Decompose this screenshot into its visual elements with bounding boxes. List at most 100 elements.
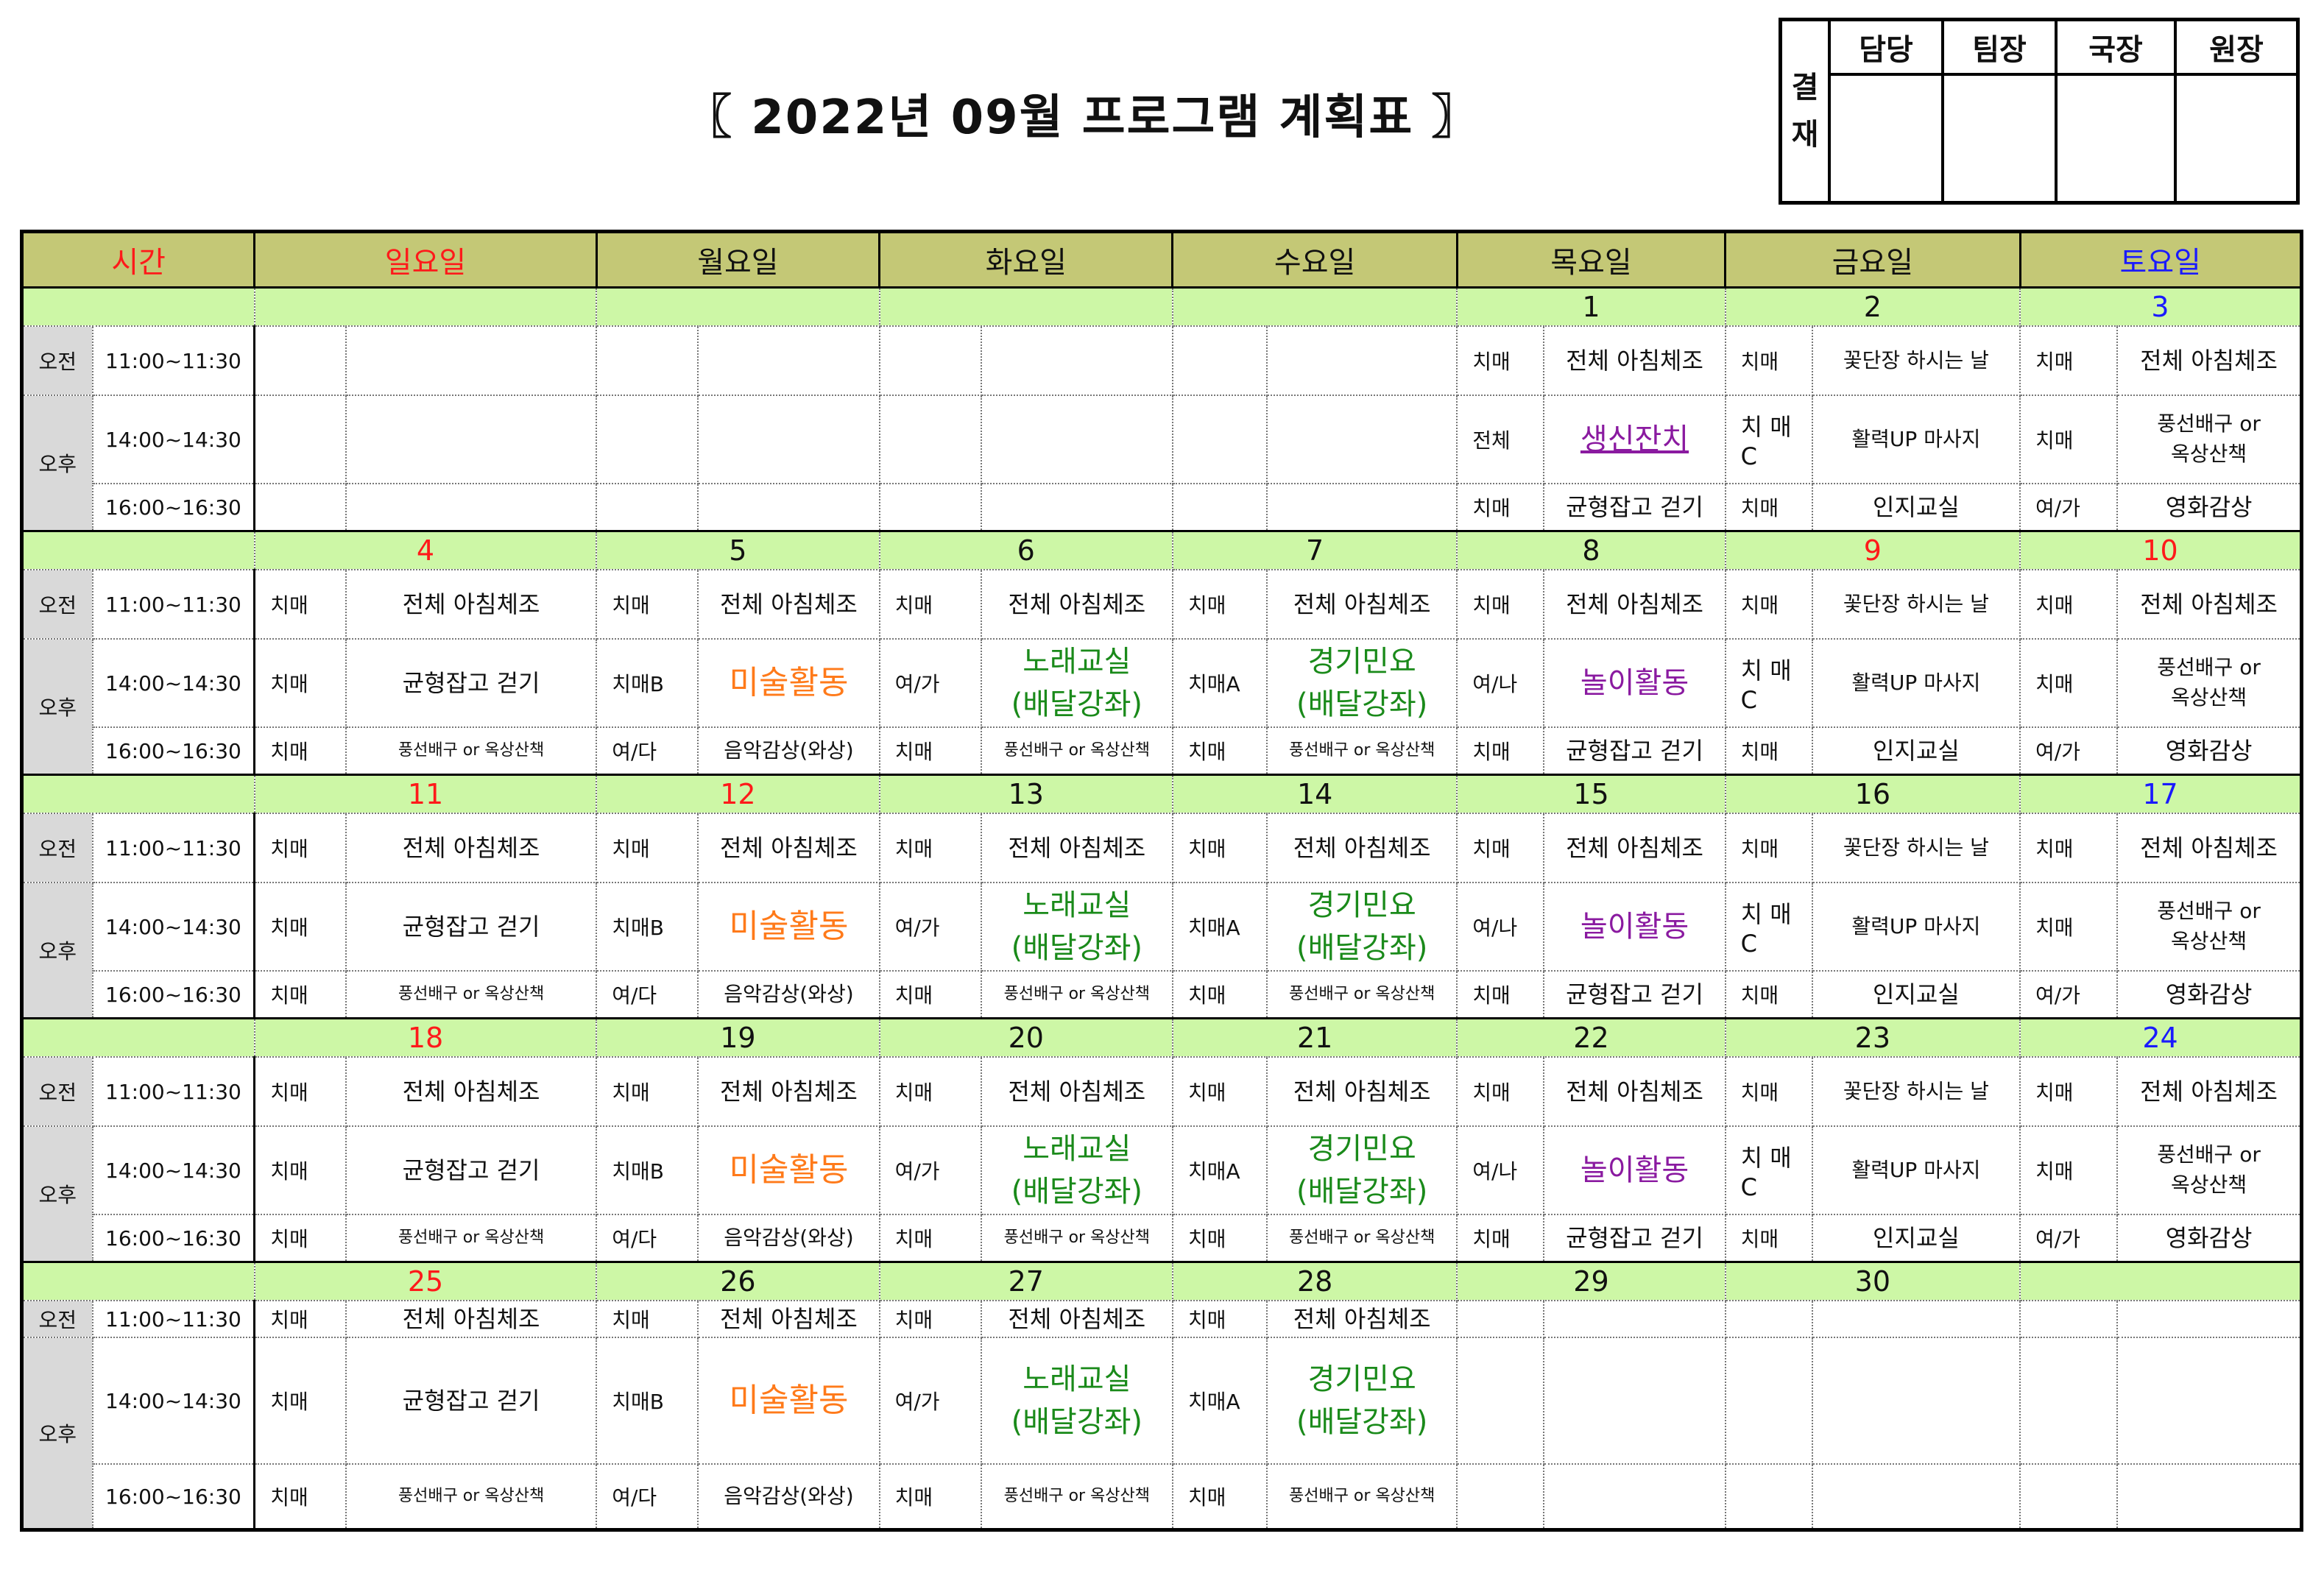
date-cell: 28	[1171, 1261, 1458, 1301]
time-slot: 14:00~14:30	[91, 882, 255, 972]
activity-cell: 전체 아침체조	[345, 813, 598, 883]
schedule-row-am: 오전 11:00~11:30 치매 전체 아침체조 치매 전체 아침체조 치매 전체 아침체조…	[21, 569, 2303, 640]
activity-cell: 풍선배구 or 옥상산책	[1266, 1463, 1458, 1531]
date-cell: 27	[878, 1261, 1173, 1301]
participant-group: 치매	[2019, 1056, 2119, 1127]
date-row: 25 26 27 28 29 30	[21, 1261, 2303, 1301]
participant-group	[2019, 1300, 2119, 1338]
activity-cell: 인지교실	[1811, 970, 2021, 1019]
date-cell: 15	[1456, 774, 1726, 814]
header-wednesday: 수요일	[1171, 230, 1458, 289]
activity-cell: 인지교실	[1811, 726, 2021, 776]
activity-cell: 전체 아침체조	[697, 569, 880, 640]
participant-group: 치매	[2019, 325, 2119, 396]
activity-cell: 풍선배구 or 옥상산책	[980, 1463, 1173, 1531]
participant-group: 치매A	[1171, 882, 1268, 972]
activity-cell: 풍선배구 or 옥상산책	[1266, 1214, 1458, 1263]
date-cell: 12	[596, 774, 880, 814]
activity-cell: 균형잡고 걷기	[345, 1337, 598, 1465]
activity-cell: 전체 아침체조	[697, 1300, 880, 1338]
time-slot: 11:00~11:30	[91, 813, 255, 883]
activity-cell: 균형잡고 걷기	[1543, 970, 1726, 1019]
participant-group: 치매B	[596, 1125, 699, 1215]
participant-group: 치매	[1724, 483, 1813, 532]
participant-group: 여/가	[2019, 970, 2119, 1019]
date-cell: 7	[1171, 530, 1458, 570]
participant-group: 치매	[1456, 1056, 1545, 1127]
participant-group: 치매	[253, 1056, 347, 1127]
participant-group: 치매	[1724, 726, 1813, 776]
participant-group	[1724, 1463, 1813, 1531]
participant-group: 치매	[1456, 726, 1545, 776]
date-cell: 29	[1456, 1261, 1726, 1301]
activity-cell: 영화감상	[2116, 970, 2303, 1019]
approval-sign-staff[interactable]	[1828, 73, 1944, 205]
time-slot: 16:00~16:30	[91, 483, 255, 532]
participant-group	[2019, 1337, 2119, 1465]
date-cell: 18	[253, 1017, 598, 1058]
period-label-am: 오전	[21, 813, 93, 883]
participant-group	[253, 325, 347, 396]
schedule-row-am: 오전 11:00~11:30 치매 전체 아침체조 치매 전체 아침체조 치매 전체 아침체조…	[21, 813, 2303, 883]
participant-group: 여/가	[878, 1337, 982, 1465]
activity-cell: 풍선배구 or 옥상산책	[980, 1214, 1173, 1263]
date-cell: 25	[253, 1261, 598, 1301]
header-time: 시간	[20, 230, 256, 289]
date-row: 11 12 13 14 15 16 17	[21, 774, 2303, 814]
participant-group: 치매	[1724, 813, 1813, 883]
activity-cell: 꽃단장 하시는 날	[1811, 325, 2021, 396]
participant-group: 치매	[1456, 483, 1545, 532]
time-slot: 16:00~16:30	[91, 1463, 255, 1531]
activity-cell: 놀이활동	[1543, 1125, 1726, 1215]
activity-cell: 풍선배구 or 옥상산책	[980, 970, 1173, 1019]
activity-cell: 활력UP 마사지	[1811, 1125, 2021, 1215]
participant-group: 치매	[253, 1214, 347, 1263]
activity-cell: 전체 아침체조	[980, 1300, 1173, 1338]
participant-group: 치매B	[596, 882, 699, 972]
participant-group: 치매	[1456, 325, 1545, 396]
participant-group: 치매	[2019, 813, 2119, 883]
activity-cell: 인지교실	[1811, 483, 2021, 532]
activity-cell: 꽃단장 하시는 날	[1811, 569, 2021, 640]
period-label-pm: 오후	[21, 882, 93, 1019]
activity-cell: 전체 아침체조	[345, 1056, 598, 1127]
approval-role-staff: 담당	[1828, 18, 1944, 76]
approval-sign-head[interactable]	[2174, 73, 2300, 205]
participant-group	[878, 325, 982, 396]
participant-group: 여/가	[2019, 1214, 2119, 1263]
participant-group: 치매	[878, 1056, 982, 1127]
header-row: 시간 일요일 월요일 화요일 수요일 목요일 금요일 토요일	[20, 230, 2303, 289]
participant-group: 치매B	[596, 638, 699, 728]
date-cell: 6	[878, 530, 1173, 570]
participant-group: 치매	[253, 1337, 347, 1465]
activity-cell: 활력UP 마사지	[1811, 882, 2021, 972]
activity-cell: 미술활동	[697, 1125, 880, 1215]
approval-sign-team-leader[interactable]	[1941, 73, 2058, 205]
activity-cell: 전체 아침체조	[980, 569, 1173, 640]
activity-cell: 전체 아침체조	[2116, 325, 2303, 396]
participant-group	[253, 483, 347, 532]
activity-cell: 미술활동	[697, 638, 880, 728]
activity-cell: 전체 아침체조	[2116, 813, 2303, 883]
participant-group	[596, 395, 699, 484]
date-cell: 11	[253, 774, 598, 814]
schedule-row-pm1: 오후 14:00~14:30 치매 균형잡고 걷기 치매B 미술활동 여/가 노래교실 (배달강…	[21, 882, 2303, 1019]
participant-group: 여/다	[596, 1214, 699, 1263]
participant-group	[596, 325, 699, 396]
activity-cell	[1266, 395, 1458, 484]
participant-group	[1456, 1300, 1545, 1338]
header-saturday: 토요일	[2019, 230, 2303, 289]
participant-group: 치매	[253, 569, 347, 640]
activity-cell	[1811, 1337, 2021, 1465]
participant-group: 치매	[1456, 1214, 1545, 1263]
participant-group: 치매	[1456, 970, 1545, 1019]
participant-group: 치매	[878, 1214, 982, 1263]
activity-cell	[1543, 1337, 1726, 1465]
approval-sign-director[interactable]	[2055, 73, 2177, 205]
participant-group: 치매	[2019, 638, 2119, 728]
activity-cell: 생신잔치	[1543, 395, 1726, 484]
activity-cell: 전체 아침체조	[697, 813, 880, 883]
activity-cell: 꽃단장 하시는 날	[1811, 1056, 2021, 1127]
activity-cell	[345, 483, 598, 532]
